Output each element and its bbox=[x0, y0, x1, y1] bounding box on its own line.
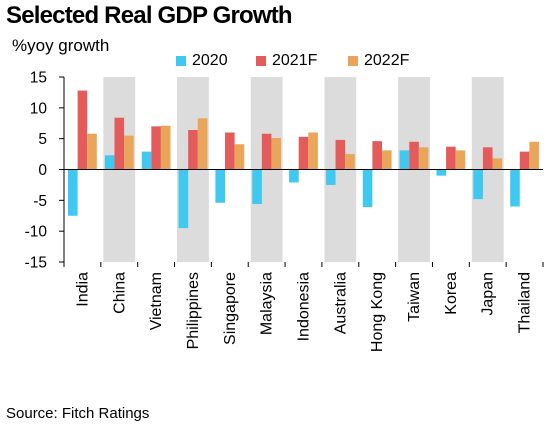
bar-india-2021f bbox=[77, 90, 88, 170]
bar-malaysia-2022f bbox=[271, 138, 282, 170]
x-tick-label-singapore: Singapore bbox=[222, 272, 239, 345]
legend-swatch-2022f bbox=[348, 56, 358, 66]
bar-indonesia-2021f bbox=[298, 136, 309, 170]
bar-korea-2022f bbox=[455, 150, 466, 170]
bar-india-2020 bbox=[68, 169, 78, 216]
bar-japan-2021f bbox=[482, 147, 493, 170]
bar-vietnam-2022f bbox=[160, 125, 171, 170]
x-tick-label-thailand: Thailand bbox=[517, 272, 534, 333]
chart-title: Selected Real GDP Growth bbox=[6, 2, 293, 29]
x-tick-label-india: India bbox=[74, 272, 91, 307]
bar-malaysia-2020 bbox=[252, 169, 262, 205]
x-tick-label-hong-kong: Hong Kong bbox=[369, 272, 386, 352]
x-tick-label-japan: Japan bbox=[480, 272, 497, 316]
bar-taiwan-2022f bbox=[418, 147, 429, 170]
legend-label-2022f: 2022F bbox=[364, 52, 410, 69]
bar-korea-2020 bbox=[436, 169, 447, 176]
bar-australia-2021f bbox=[335, 139, 346, 170]
bar-australia-2022f bbox=[345, 154, 355, 170]
bar-philippines-2022f bbox=[197, 118, 208, 170]
bar-taiwan-2020 bbox=[399, 150, 410, 170]
y-axis-label: %yoy growth bbox=[12, 36, 110, 55]
bar-philippines-2020 bbox=[178, 169, 189, 229]
legend-label-2020: 2020 bbox=[192, 52, 228, 69]
y-tick-label-0: 0 bbox=[38, 162, 47, 179]
bar-philippines-2021f bbox=[188, 130, 198, 170]
x-tick-label-korea: Korea bbox=[443, 272, 460, 315]
legend-label-2021f: 2021F bbox=[272, 52, 318, 69]
bar-singapore-2020 bbox=[215, 169, 226, 203]
y-tick-label-15: 15 bbox=[30, 70, 47, 87]
bar-thailand-2022f bbox=[529, 141, 539, 170]
bar-china-2022f bbox=[124, 135, 134, 170]
legend-swatch-2021f bbox=[256, 56, 266, 66]
chart-source: Source: Fitch Ratings bbox=[6, 405, 150, 422]
bar-malaysia-2021f bbox=[261, 133, 272, 170]
legend-swatch-2020 bbox=[176, 56, 186, 66]
bar-indonesia-2020 bbox=[289, 169, 299, 183]
bar-hong-kong-2021f bbox=[372, 141, 382, 170]
y-tick-label-5: 5 bbox=[38, 131, 47, 148]
bar-india-2022f bbox=[87, 133, 97, 170]
bar-korea-2021f bbox=[446, 146, 456, 170]
x-tick-label-malaysia: Malaysia bbox=[259, 272, 276, 335]
legend-item-2020: 2020 bbox=[176, 52, 228, 70]
bar-singapore-2021f bbox=[225, 132, 235, 170]
x-tick-label-philippines: Philippines bbox=[185, 272, 202, 349]
bar-hong-kong-2022f bbox=[381, 150, 392, 170]
x-tick-label-china: China bbox=[111, 272, 128, 314]
legend-item-2021f: 2021F bbox=[256, 52, 317, 70]
x-tick-label-taiwan: Taiwan bbox=[406, 272, 423, 322]
y-tick-label--5: -5 bbox=[33, 193, 47, 210]
bar-australia-2020 bbox=[325, 169, 336, 185]
x-tick-label-indonesia: Indonesia bbox=[296, 272, 313, 341]
bar-china-2021f bbox=[114, 117, 125, 170]
y-tick-label--10: -10 bbox=[25, 224, 48, 241]
bar-japan-2022f bbox=[492, 158, 503, 170]
bar-taiwan-2021f bbox=[409, 141, 419, 170]
x-tick-label-australia: Australia bbox=[332, 272, 349, 334]
bar-china-2020 bbox=[104, 155, 115, 170]
bar-thailand-2020 bbox=[510, 169, 520, 207]
bar-hong-kong-2020 bbox=[362, 169, 373, 208]
bar-japan-2020 bbox=[473, 169, 483, 200]
y-tick-label-10: 10 bbox=[30, 100, 48, 117]
x-tick-label-vietnam: Vietnam bbox=[148, 272, 165, 330]
bar-vietnam-2021f bbox=[151, 126, 161, 170]
y-tick-label--15: -15 bbox=[25, 255, 47, 272]
bar-vietnam-2020 bbox=[141, 151, 152, 170]
legend-item-2022f: 2022F bbox=[348, 52, 409, 70]
bar-thailand-2021f bbox=[519, 151, 530, 170]
bar-singapore-2022f bbox=[234, 144, 245, 170]
bar-indonesia-2022f bbox=[308, 132, 318, 170]
